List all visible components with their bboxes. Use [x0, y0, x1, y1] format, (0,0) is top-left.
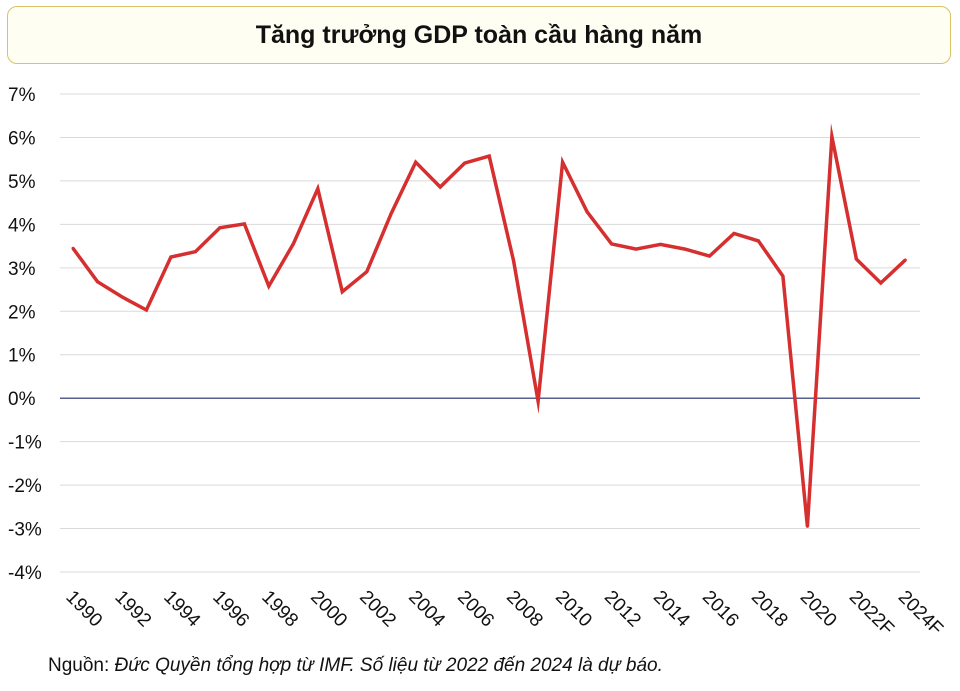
x-tick-label: 2016 [698, 587, 743, 632]
data-point [707, 254, 711, 258]
data-point [144, 308, 148, 312]
data-point [830, 135, 834, 139]
y-tick-label: 1% [8, 346, 36, 367]
source-prefix: Nguồn: [48, 655, 115, 676]
x-tick-label: 1992 [110, 587, 155, 632]
data-point [340, 290, 344, 294]
y-tick-label: 6% [8, 128, 36, 149]
y-tick-label: 7% [8, 85, 36, 106]
grid-lines [60, 93, 920, 573]
line-chart: 7%6%5%4%3%2%1%0%-1%-2%-3%-4% 1990 1992 199… [8, 85, 947, 640]
data-point [903, 258, 907, 262]
x-tick-label: 1996 [208, 587, 253, 632]
x-tick-label: 2008 [502, 587, 547, 632]
y-tick-label: -1% [8, 433, 42, 454]
data-point [365, 270, 369, 274]
x-tick-label: 2018 [747, 587, 792, 632]
data-point [683, 247, 687, 251]
data-point [610, 242, 614, 246]
y-tick-label: -3% [8, 520, 42, 541]
data-point [242, 222, 246, 226]
x-tick-label: 1994 [159, 587, 204, 632]
y-tick-label: 2% [8, 302, 36, 323]
x-tick-label: 1990 [61, 587, 106, 632]
data-point [463, 161, 467, 165]
x-tick-label: 2012 [600, 587, 645, 632]
x-tick-label: 2000 [306, 587, 351, 632]
y-tick-label: 3% [8, 259, 36, 280]
x-tick-label: 2010 [551, 587, 596, 632]
data-point [879, 281, 883, 285]
x-tick-label: 2022F [845, 587, 898, 640]
data-point [854, 257, 858, 261]
y-tick-label: 0% [8, 389, 36, 410]
y-tick-label: -2% [8, 476, 42, 497]
data-point [536, 399, 540, 403]
data-point [756, 239, 760, 243]
x-tick-label: 2024F [894, 587, 947, 640]
data-point [781, 274, 785, 278]
chart-title-box: Tăng trưởng GDP toàn cầu hàng năm [7, 6, 951, 64]
y-tick-label: -4% [8, 563, 42, 584]
y-axis-ticks: 7% 6% 5% 4% 3% 2% 1% 0% -1% -2% -3% -4% [8, 85, 42, 584]
data-point [512, 259, 516, 263]
data-point [316, 187, 320, 191]
data-point [95, 280, 99, 284]
data-point [120, 295, 124, 299]
x-tick-label: 1998 [257, 587, 302, 632]
chart-title: Tăng trưởng GDP toàn cầu hàng năm [255, 20, 703, 49]
data-point [585, 210, 589, 214]
y-tick-label: 5% [8, 172, 36, 193]
data-point [561, 160, 565, 164]
x-tick-label: 2014 [649, 587, 694, 632]
y-tick-label: 4% [8, 215, 36, 236]
x-tick-label: 2004 [404, 587, 449, 632]
source-text: Đức Quyền tổng hợp từ IMF. Số liệu từ 20… [114, 655, 663, 676]
data-point [291, 242, 295, 246]
data-point [659, 242, 663, 246]
data-point [218, 226, 222, 230]
data-point [267, 284, 271, 288]
data-point [487, 154, 491, 158]
data-point [438, 185, 442, 189]
series-line [71, 123, 907, 527]
x-tick-label: 2006 [453, 587, 498, 632]
data-point [732, 231, 736, 235]
x-axis-ticks: 1990 1992 1994 1996 1998 2000 2002 2004 2006 2008… [61, 587, 946, 640]
data-point [414, 160, 418, 164]
x-tick-label: 2020 [796, 587, 841, 632]
data-point [634, 247, 638, 251]
source-note: Nguồn: Đức Quyền tổng hợp từ IMF. Số liệ… [48, 655, 663, 677]
data-point [193, 250, 197, 254]
data-point [805, 524, 809, 528]
data-point [71, 246, 75, 250]
series-layer [71, 123, 907, 528]
data-point [389, 212, 393, 215]
x-tick-label: 2002 [355, 587, 400, 632]
data-point [169, 255, 173, 259]
